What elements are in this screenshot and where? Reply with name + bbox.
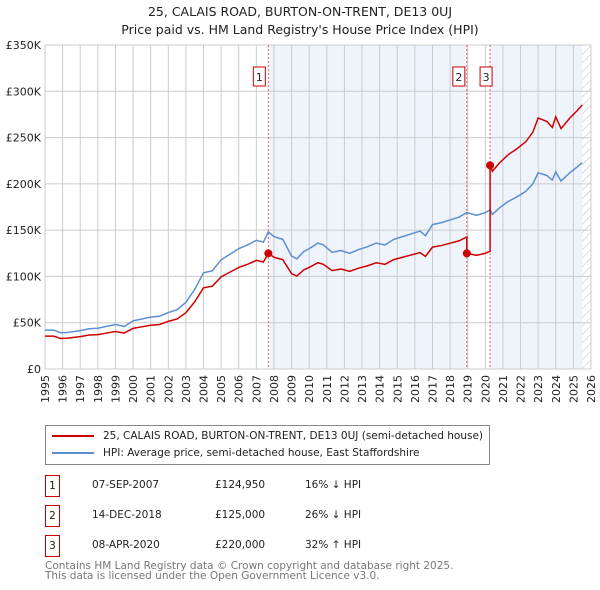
sale-hpi-diff: 32% ↑ HPI [305,539,362,551]
x-tick-label: 2023 [532,375,545,403]
legend-swatch-hpi [52,452,94,454]
y-tick-label: £50K [13,317,42,330]
x-tick-label: 2002 [162,375,175,403]
sale-point-3 [486,161,495,170]
x-tick-label: 2010 [303,375,316,403]
legend-swatch-property [52,435,94,437]
y-tick-label: £300K [6,85,42,98]
x-tick-label: 2003 [180,375,193,403]
x-tick-label: 2008 [268,375,281,403]
y-tick-label: £0 [27,363,41,376]
x-tick-label: 2006 [233,375,246,403]
legend-label-property: 25, CALAIS ROAD, BURTON-ON-TRENT, DE13 0… [103,430,484,442]
x-tick-label: 2020 [479,375,492,403]
sale-price: £124,950 [215,479,266,491]
sale-number: 2 [45,505,60,527]
sale-price: £220,000 [215,539,266,551]
x-tick-label: 2005 [215,375,228,403]
legend-item-property: 25, CALAIS ROAD, BURTON-ON-TRENT, DE13 0… [52,428,483,444]
x-tick-label: 2012 [338,375,351,403]
sale-label-border [452,66,466,87]
x-tick-label: 2015 [391,375,404,403]
x-tick-label: 2022 [515,375,528,403]
x-tick-label: 2009 [286,375,299,403]
chart-title: 25, CALAIS ROAD, BURTON-ON-TRENT, DE13 0… [147,4,453,19]
x-tick-label: 1998 [92,375,105,403]
sale-label-number: 3 [483,71,490,84]
plot-area: 1995 1996 1997 1998 1999 2000 2001 2002 2003 2004… [6,39,598,403]
sale-label-box-3: 3 [479,66,493,87]
x-tick-label: 2013 [356,375,369,403]
x-tick-label: 1995 [39,375,52,403]
chart-subtitle: Price paid vs. HM Land Registry's House … [121,22,479,37]
y-tick-label: £350K [6,39,42,52]
x-tick-label: 2000 [127,375,140,403]
x-tick-label: 2016 [409,375,422,403]
y-tick-label: £250K [6,132,42,145]
x-tick-label: 1997 [74,375,87,403]
hpi-line [45,162,583,334]
sale-point-1 [264,249,273,258]
x-tick-label: 2001 [145,375,158,403]
sale-label-number: 1 [256,71,263,84]
sale-label-box-2: 2 [452,66,466,87]
sale-label-border [479,66,493,87]
sale-date: 07-SEP-2007 [92,479,160,491]
x-tick-label: 1999 [109,375,122,403]
x-tick-label: 2007 [250,375,263,403]
x-tick-label: 2014 [374,375,387,403]
property-price-line [45,104,583,340]
sale-number: 1 [45,475,60,497]
x-tick-label: 2021 [497,375,510,403]
y-tick-label: £100K [6,270,42,283]
sale-hpi-diff: 26% ↓ HPI [305,509,362,521]
x-tick-label: 2026 [585,375,598,403]
footer-line-1: Contains HM Land Registry data © Crown c… [45,560,454,572]
sale-label-number: 2 [455,71,462,84]
sale-point-2 [462,249,471,258]
sale-row: 3 08-APR-2020 £220,000 32% ↑ HPI [45,535,445,557]
legend: 25, CALAIS ROAD, BURTON-ON-TRENT, DE13 0… [45,425,490,465]
x-tick-label: 2019 [462,375,475,403]
y-tick-label: £150K [6,224,42,237]
x-tick-label: 2011 [321,375,334,403]
shade-region [268,45,467,369]
x-tick-label: 1996 [57,375,70,403]
plot-border [44,44,592,370]
sale-price: £125,000 [215,509,266,521]
sale-row: 1 07-SEP-2007 £124,950 16% ↓ HPI [45,475,445,497]
footer: Contains HM Land Registry data © Crown c… [45,560,454,582]
shade-region [490,45,583,369]
sale-label-box-1: 1 [252,66,266,87]
legend-item-hpi: HPI: Average price, semi-detached house,… [52,445,420,461]
sale-label-border [252,66,266,87]
sale-date: 14-DEC-2018 [92,509,162,521]
x-tick-label: 2024 [550,375,563,403]
x-tick-label: 2025 [567,375,580,403]
sale-date: 08-APR-2020 [92,539,160,551]
legend-label-hpi: HPI: Average price, semi-detached house,… [103,447,420,459]
sale-number: 3 [45,535,60,557]
x-tick-label: 2018 [444,375,457,403]
forecast-hatch [582,45,591,369]
x-tick-label: 2004 [198,375,211,403]
sale-hpi-diff: 16% ↓ HPI [305,479,362,491]
y-tick-label: £200K [6,178,42,191]
x-tick-label: 2017 [426,375,439,403]
sale-row: 2 14-DEC-2018 £125,000 26% ↓ HPI [45,505,445,527]
footer-line-2: This data is licensed under the Open Gov… [45,570,380,582]
